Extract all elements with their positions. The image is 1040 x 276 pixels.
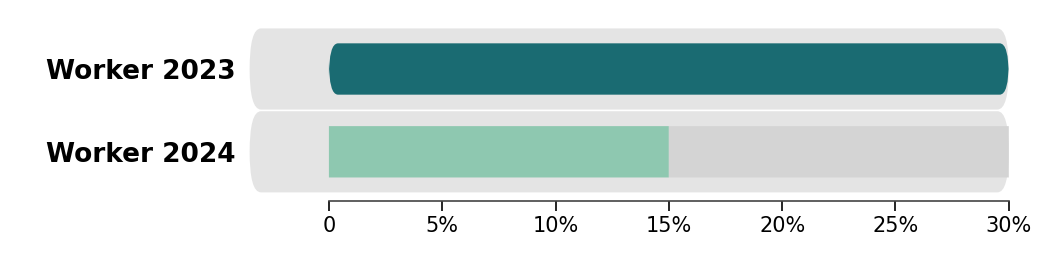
FancyBboxPatch shape — [329, 126, 669, 177]
FancyBboxPatch shape — [250, 111, 1009, 192]
FancyBboxPatch shape — [250, 28, 1009, 110]
FancyBboxPatch shape — [329, 43, 1009, 95]
FancyBboxPatch shape — [669, 126, 1009, 177]
